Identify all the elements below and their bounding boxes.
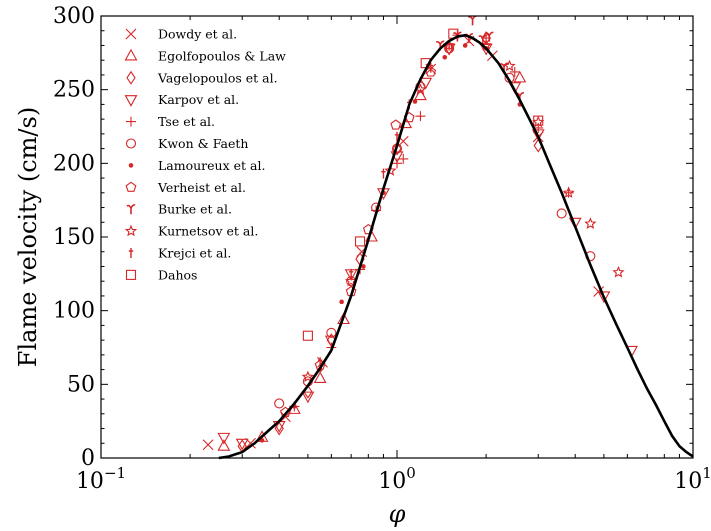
data-point xyxy=(326,327,337,338)
axis-ticks: 0 50 100 150 200 250 300 10−1 100 101 xyxy=(53,4,711,494)
data-point xyxy=(532,115,545,128)
legend-label: Dowdy et al. xyxy=(158,27,237,42)
data-point xyxy=(533,115,544,126)
legend-label: Kwon & Faeth xyxy=(158,136,248,151)
series-5 xyxy=(274,43,596,409)
y-tick-label: 100 xyxy=(53,299,95,324)
x-tick-label: 100 xyxy=(378,464,416,494)
data-point xyxy=(562,186,575,198)
data-point xyxy=(337,312,351,325)
data-point xyxy=(415,111,426,122)
data-point xyxy=(202,439,214,451)
legend-label: Tse et al. xyxy=(158,114,215,129)
data-point xyxy=(235,438,249,451)
series-0 xyxy=(202,35,605,451)
series-9 xyxy=(301,39,625,383)
legend-label: Verheist et al. xyxy=(157,180,246,195)
data-point xyxy=(302,330,313,341)
data-point xyxy=(361,264,366,269)
series-2 xyxy=(237,31,543,454)
data-point xyxy=(412,99,418,104)
legend-label: Vagelopoulos et al. xyxy=(157,70,278,85)
data-point xyxy=(392,158,402,169)
legend-entry: Lamoureux et al. xyxy=(128,158,265,173)
data-point xyxy=(398,153,409,164)
y-axis-title: Flame velocity (cm/s) xyxy=(14,107,42,367)
data-point xyxy=(217,432,231,445)
data-point xyxy=(313,371,327,383)
data-point xyxy=(217,439,231,451)
data-point xyxy=(503,59,516,72)
y-tick-label: 150 xyxy=(53,225,95,250)
legend-entry: Dahos xyxy=(125,267,197,282)
legend-entry: Karpov et al. xyxy=(124,92,239,107)
series-1 xyxy=(217,70,527,451)
data-point xyxy=(274,398,285,409)
legend-entry: Egolfopoulos & Law xyxy=(124,48,286,63)
y-tick-label: 50 xyxy=(67,372,95,397)
legend: Dowdy et al. Egolfopoulos & Law Vagelopoul… xyxy=(124,27,286,282)
data-point xyxy=(478,34,488,45)
y-tick-label: 200 xyxy=(53,151,95,176)
legend-entry: Krejci et al. xyxy=(128,246,231,261)
legend-entry: Burke et al. xyxy=(126,202,232,217)
legend-entry: Kurnetsov et al. xyxy=(124,224,258,239)
data-point xyxy=(381,168,386,179)
legend-entry: Tse et al. xyxy=(126,114,215,129)
data-point xyxy=(390,119,402,130)
x-tick-label: 10−1 xyxy=(76,464,126,494)
legend-entry: Vagelopoulos et al. xyxy=(126,70,278,85)
data-point xyxy=(462,43,468,48)
data-point xyxy=(414,88,427,101)
data-point xyxy=(354,236,366,247)
data-point xyxy=(584,217,597,229)
series-11 xyxy=(302,28,544,341)
legend-label: Lamoureux et al. xyxy=(158,158,265,173)
legend-entry: Kwon & Faeth xyxy=(125,136,248,151)
series-4 xyxy=(289,30,574,412)
legend-label: Egolfopoulos & Law xyxy=(158,48,286,63)
y-tick-label: 0 xyxy=(81,446,95,471)
y-tick-label: 300 xyxy=(53,4,95,29)
fit-curve xyxy=(218,33,694,460)
series-3 xyxy=(217,43,638,451)
data-point xyxy=(392,141,402,156)
legend-entry: Verheist et al. xyxy=(125,180,246,195)
data-point xyxy=(612,266,625,278)
data-point xyxy=(339,299,344,305)
legend-label: Karpov et al. xyxy=(158,92,239,107)
data-point xyxy=(435,40,445,51)
data-point xyxy=(509,66,520,77)
data-point xyxy=(384,164,397,176)
series-7 xyxy=(280,66,437,417)
data-point xyxy=(317,357,323,368)
y-tick-label: 250 xyxy=(53,78,95,103)
data-point xyxy=(484,31,494,42)
data-point xyxy=(442,54,448,60)
legend-label: Kurnetsov et al. xyxy=(158,224,258,239)
x-tick-label: 101 xyxy=(674,464,711,494)
data-point xyxy=(467,15,477,26)
data-point xyxy=(597,291,611,304)
legend-label: Burke et al. xyxy=(158,202,232,217)
data-point xyxy=(513,70,527,83)
data-point xyxy=(556,208,567,219)
data-point xyxy=(394,131,400,142)
data-point xyxy=(301,370,315,383)
data-point xyxy=(301,391,315,404)
x-axis-title: φ xyxy=(389,500,406,528)
legend-label: Krejci et al. xyxy=(158,246,231,261)
series-10 xyxy=(317,40,452,368)
legend-label: Dahos xyxy=(158,267,197,282)
legend-entry: Dowdy et al. xyxy=(125,27,237,42)
data-point xyxy=(348,268,354,279)
series-6 xyxy=(259,43,523,443)
